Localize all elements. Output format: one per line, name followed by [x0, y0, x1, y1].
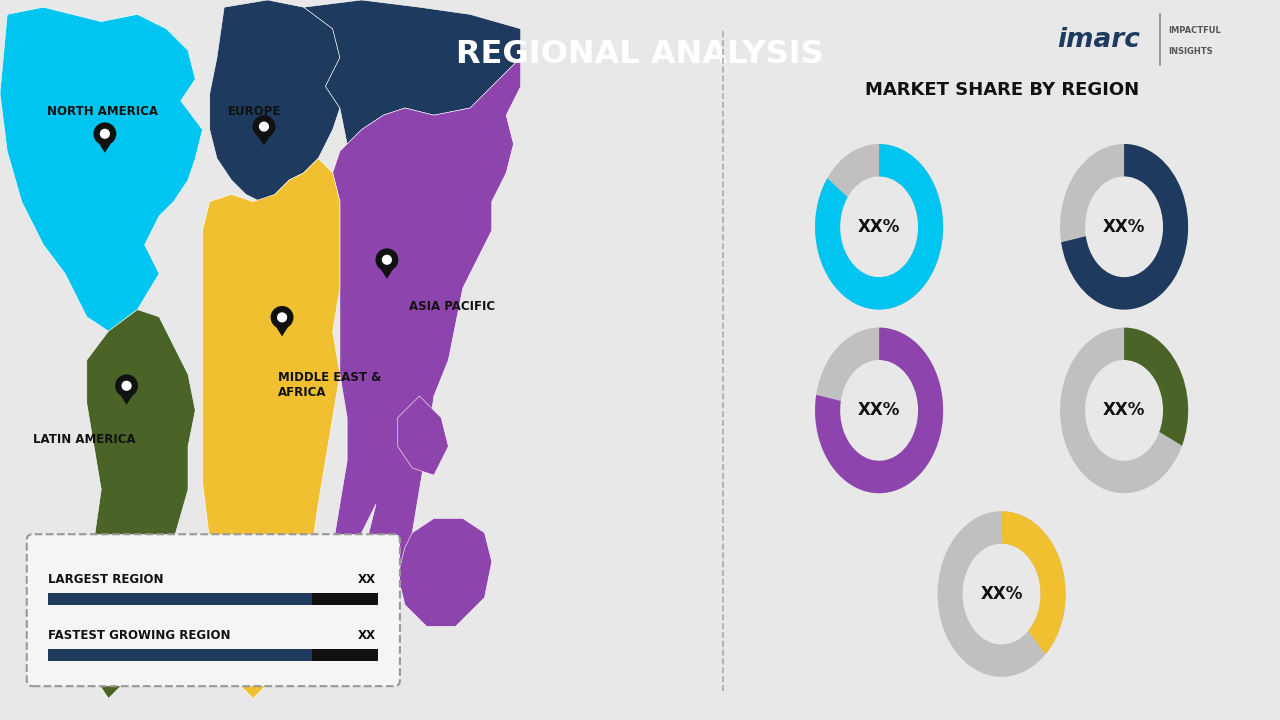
- Text: MIDDLE EAST &
AFRICA: MIDDLE EAST & AFRICA: [279, 372, 381, 399]
- Wedge shape: [1060, 328, 1188, 493]
- Circle shape: [276, 312, 287, 323]
- Text: XX: XX: [358, 573, 376, 586]
- Circle shape: [259, 122, 269, 132]
- FancyBboxPatch shape: [27, 534, 399, 686]
- Text: XX: XX: [358, 629, 376, 642]
- Polygon shape: [273, 321, 292, 336]
- Circle shape: [93, 122, 116, 145]
- Polygon shape: [210, 0, 340, 202]
- Wedge shape: [815, 328, 943, 493]
- Circle shape: [375, 248, 398, 271]
- Text: IMPACTFUL: IMPACTFUL: [1169, 26, 1221, 35]
- Text: XX%: XX%: [1103, 401, 1146, 419]
- Wedge shape: [815, 328, 943, 493]
- Wedge shape: [1001, 511, 1066, 654]
- Polygon shape: [378, 264, 397, 279]
- Bar: [312, 649, 378, 661]
- Text: REGIONAL ANALYSIS: REGIONAL ANALYSIS: [456, 39, 824, 71]
- Wedge shape: [815, 144, 943, 310]
- Polygon shape: [255, 130, 274, 145]
- Text: EUROPE: EUROPE: [228, 105, 282, 118]
- Polygon shape: [398, 396, 448, 475]
- Text: INSIGHTS: INSIGHTS: [1169, 48, 1213, 56]
- Circle shape: [115, 374, 138, 397]
- Text: XX%: XX%: [1103, 217, 1146, 235]
- Text: XX%: XX%: [858, 401, 900, 419]
- Polygon shape: [87, 310, 196, 698]
- Bar: [312, 593, 378, 605]
- Polygon shape: [333, 58, 521, 576]
- Polygon shape: [202, 158, 340, 698]
- Polygon shape: [398, 518, 492, 626]
- Wedge shape: [937, 511, 1066, 677]
- Circle shape: [100, 129, 110, 139]
- Polygon shape: [116, 390, 136, 405]
- Wedge shape: [1124, 328, 1188, 446]
- Circle shape: [122, 381, 132, 391]
- Polygon shape: [95, 138, 114, 153]
- Text: LARGEST REGION: LARGEST REGION: [49, 573, 164, 586]
- Text: XX%: XX%: [858, 217, 900, 235]
- Wedge shape: [815, 144, 943, 310]
- Bar: [49, 593, 312, 605]
- Text: ASIA PACIFIC: ASIA PACIFIC: [408, 300, 495, 312]
- Text: XX%: XX%: [980, 585, 1023, 603]
- Text: NORTH AMERICA: NORTH AMERICA: [47, 105, 157, 118]
- Text: imarc: imarc: [1057, 27, 1140, 53]
- Circle shape: [252, 115, 275, 138]
- Polygon shape: [0, 7, 202, 331]
- Text: LATIN AMERICA: LATIN AMERICA: [32, 433, 136, 446]
- Circle shape: [381, 255, 392, 265]
- Text: FASTEST GROWING REGION: FASTEST GROWING REGION: [49, 629, 230, 642]
- Polygon shape: [303, 0, 521, 144]
- Wedge shape: [1060, 144, 1188, 310]
- Bar: [49, 649, 312, 661]
- Text: MARKET SHARE BY REGION: MARKET SHARE BY REGION: [864, 81, 1139, 99]
- Circle shape: [270, 306, 293, 329]
- Wedge shape: [1061, 144, 1188, 310]
